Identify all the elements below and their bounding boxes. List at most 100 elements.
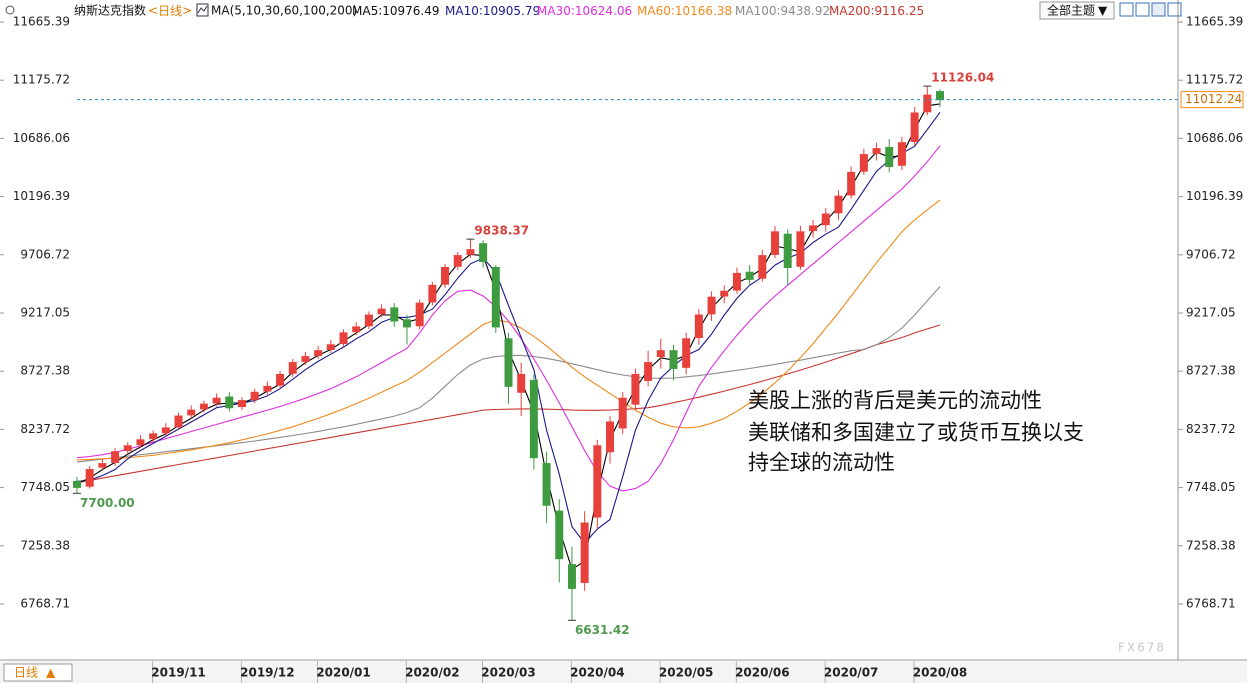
last-price-label: 11012.24 xyxy=(1185,92,1242,106)
candle-body xyxy=(390,307,399,322)
settings-icon[interactable] xyxy=(5,5,15,15)
y-tick-label: 11665.39 xyxy=(1186,15,1243,29)
candle xyxy=(504,332,513,405)
candle xyxy=(250,388,259,403)
candle-body xyxy=(402,319,411,328)
candle xyxy=(834,190,843,220)
y-tick-label: 7258.38 xyxy=(20,538,70,552)
period-button-text: 日线 xyxy=(14,666,38,680)
candle-body xyxy=(288,362,297,374)
candle-body xyxy=(352,326,361,333)
x-tick-label: 2020/06 xyxy=(735,666,789,680)
legend-value: 10976.49 xyxy=(382,4,439,18)
tool-icon[interactable] xyxy=(1119,2,1134,17)
annotation: 美股上涨的背后是美元的流动性 美联储和多国建立了或货币互换以支 持全球的流动性 xyxy=(748,389,1084,475)
y-tick-label: 10196.39 xyxy=(1186,189,1243,203)
candle xyxy=(555,499,564,583)
ma-params: MA(5,10,30,60,100,200) xyxy=(211,4,357,18)
legend-entry: MA10:10905.79 xyxy=(445,4,540,18)
candle-body xyxy=(73,480,81,488)
candle-body xyxy=(567,564,576,589)
candle-body xyxy=(174,415,183,428)
candle xyxy=(783,229,792,286)
candle xyxy=(656,338,665,369)
candle xyxy=(123,442,132,455)
candle xyxy=(326,339,335,354)
candle-body xyxy=(529,379,538,459)
candle-body xyxy=(517,373,526,393)
period-text: 日线 xyxy=(158,4,182,18)
candle xyxy=(453,252,462,270)
candle-body xyxy=(593,445,602,518)
dropdown-arrow: ▼ xyxy=(1098,4,1108,18)
candle-body xyxy=(453,255,462,267)
candle xyxy=(618,392,627,434)
legend-name: MA200 xyxy=(829,4,870,18)
theme-menu[interactable] xyxy=(1039,1,1115,20)
y-tick-label: 8237.72 xyxy=(1186,422,1236,436)
candle xyxy=(263,381,272,395)
candle-body xyxy=(707,296,716,315)
candle-body xyxy=(923,94,932,113)
candle-body xyxy=(428,284,437,303)
y-tick-label: 10686.06 xyxy=(13,131,70,145)
candle xyxy=(529,374,538,470)
candle xyxy=(314,345,323,360)
x-tick-label: 2020/08 xyxy=(913,666,967,680)
annotation-line: 持全球的流动性 xyxy=(748,451,895,475)
annotation-line: 美股上涨的背后是美元的流动性 xyxy=(748,389,1042,413)
tool-icon[interactable] xyxy=(1167,2,1182,17)
y-tick-label: 10196.39 xyxy=(13,189,70,203)
ma-line xyxy=(76,145,941,492)
low-label: 7700.00 xyxy=(80,496,135,510)
candle xyxy=(402,315,411,345)
candle-body xyxy=(136,439,145,446)
period-button[interactable] xyxy=(3,663,73,682)
candle-body xyxy=(847,171,856,196)
candle-body xyxy=(123,445,132,452)
candle xyxy=(428,281,437,306)
y-tick-label: 6768.71 xyxy=(20,596,70,610)
candle xyxy=(606,416,615,464)
candle-body xyxy=(326,344,335,350)
candle-body xyxy=(441,266,450,285)
candle xyxy=(936,89,944,108)
candle-body xyxy=(364,314,373,327)
candle-body xyxy=(111,451,120,463)
candle-body xyxy=(885,146,894,167)
legend-entry: MA100:9438.92 xyxy=(735,4,830,18)
candle xyxy=(847,166,856,199)
candle-body xyxy=(237,400,246,408)
y-tick-label: 8727.38 xyxy=(20,364,70,378)
candle xyxy=(872,142,881,161)
candle-body xyxy=(872,148,881,154)
tool-icon[interactable] xyxy=(1135,2,1150,17)
candle-body xyxy=(377,308,386,315)
x-tick-label: 2020/01 xyxy=(316,666,370,680)
legend-value: 9116.25 xyxy=(875,4,925,18)
tool-icon[interactable] xyxy=(1151,2,1166,17)
y-tick-label: 11175.72 xyxy=(1186,73,1243,87)
x-tick-label: 2020/02 xyxy=(405,666,459,680)
candle xyxy=(276,370,285,389)
candle-body xyxy=(339,332,348,345)
candle-body xyxy=(479,243,488,263)
candle-body xyxy=(606,421,615,453)
candle-body xyxy=(149,433,158,440)
legend-entry: MA5:10976.49 xyxy=(352,4,440,18)
candle xyxy=(73,476,81,494)
candle xyxy=(567,546,576,621)
period-selector[interactable]: <日线> xyxy=(148,4,192,18)
candle xyxy=(288,359,297,377)
high-label: 11126.04 xyxy=(931,71,994,85)
legend-value: 10905.79 xyxy=(483,4,540,18)
candle-body xyxy=(720,290,729,297)
candle xyxy=(212,393,221,407)
x-tick-label: 2019/11 xyxy=(151,666,205,680)
candle xyxy=(885,139,894,173)
candle-body xyxy=(187,409,196,416)
candle-body xyxy=(85,469,94,487)
candle xyxy=(415,299,424,330)
candle-body xyxy=(415,302,424,327)
candle-body xyxy=(631,373,640,405)
